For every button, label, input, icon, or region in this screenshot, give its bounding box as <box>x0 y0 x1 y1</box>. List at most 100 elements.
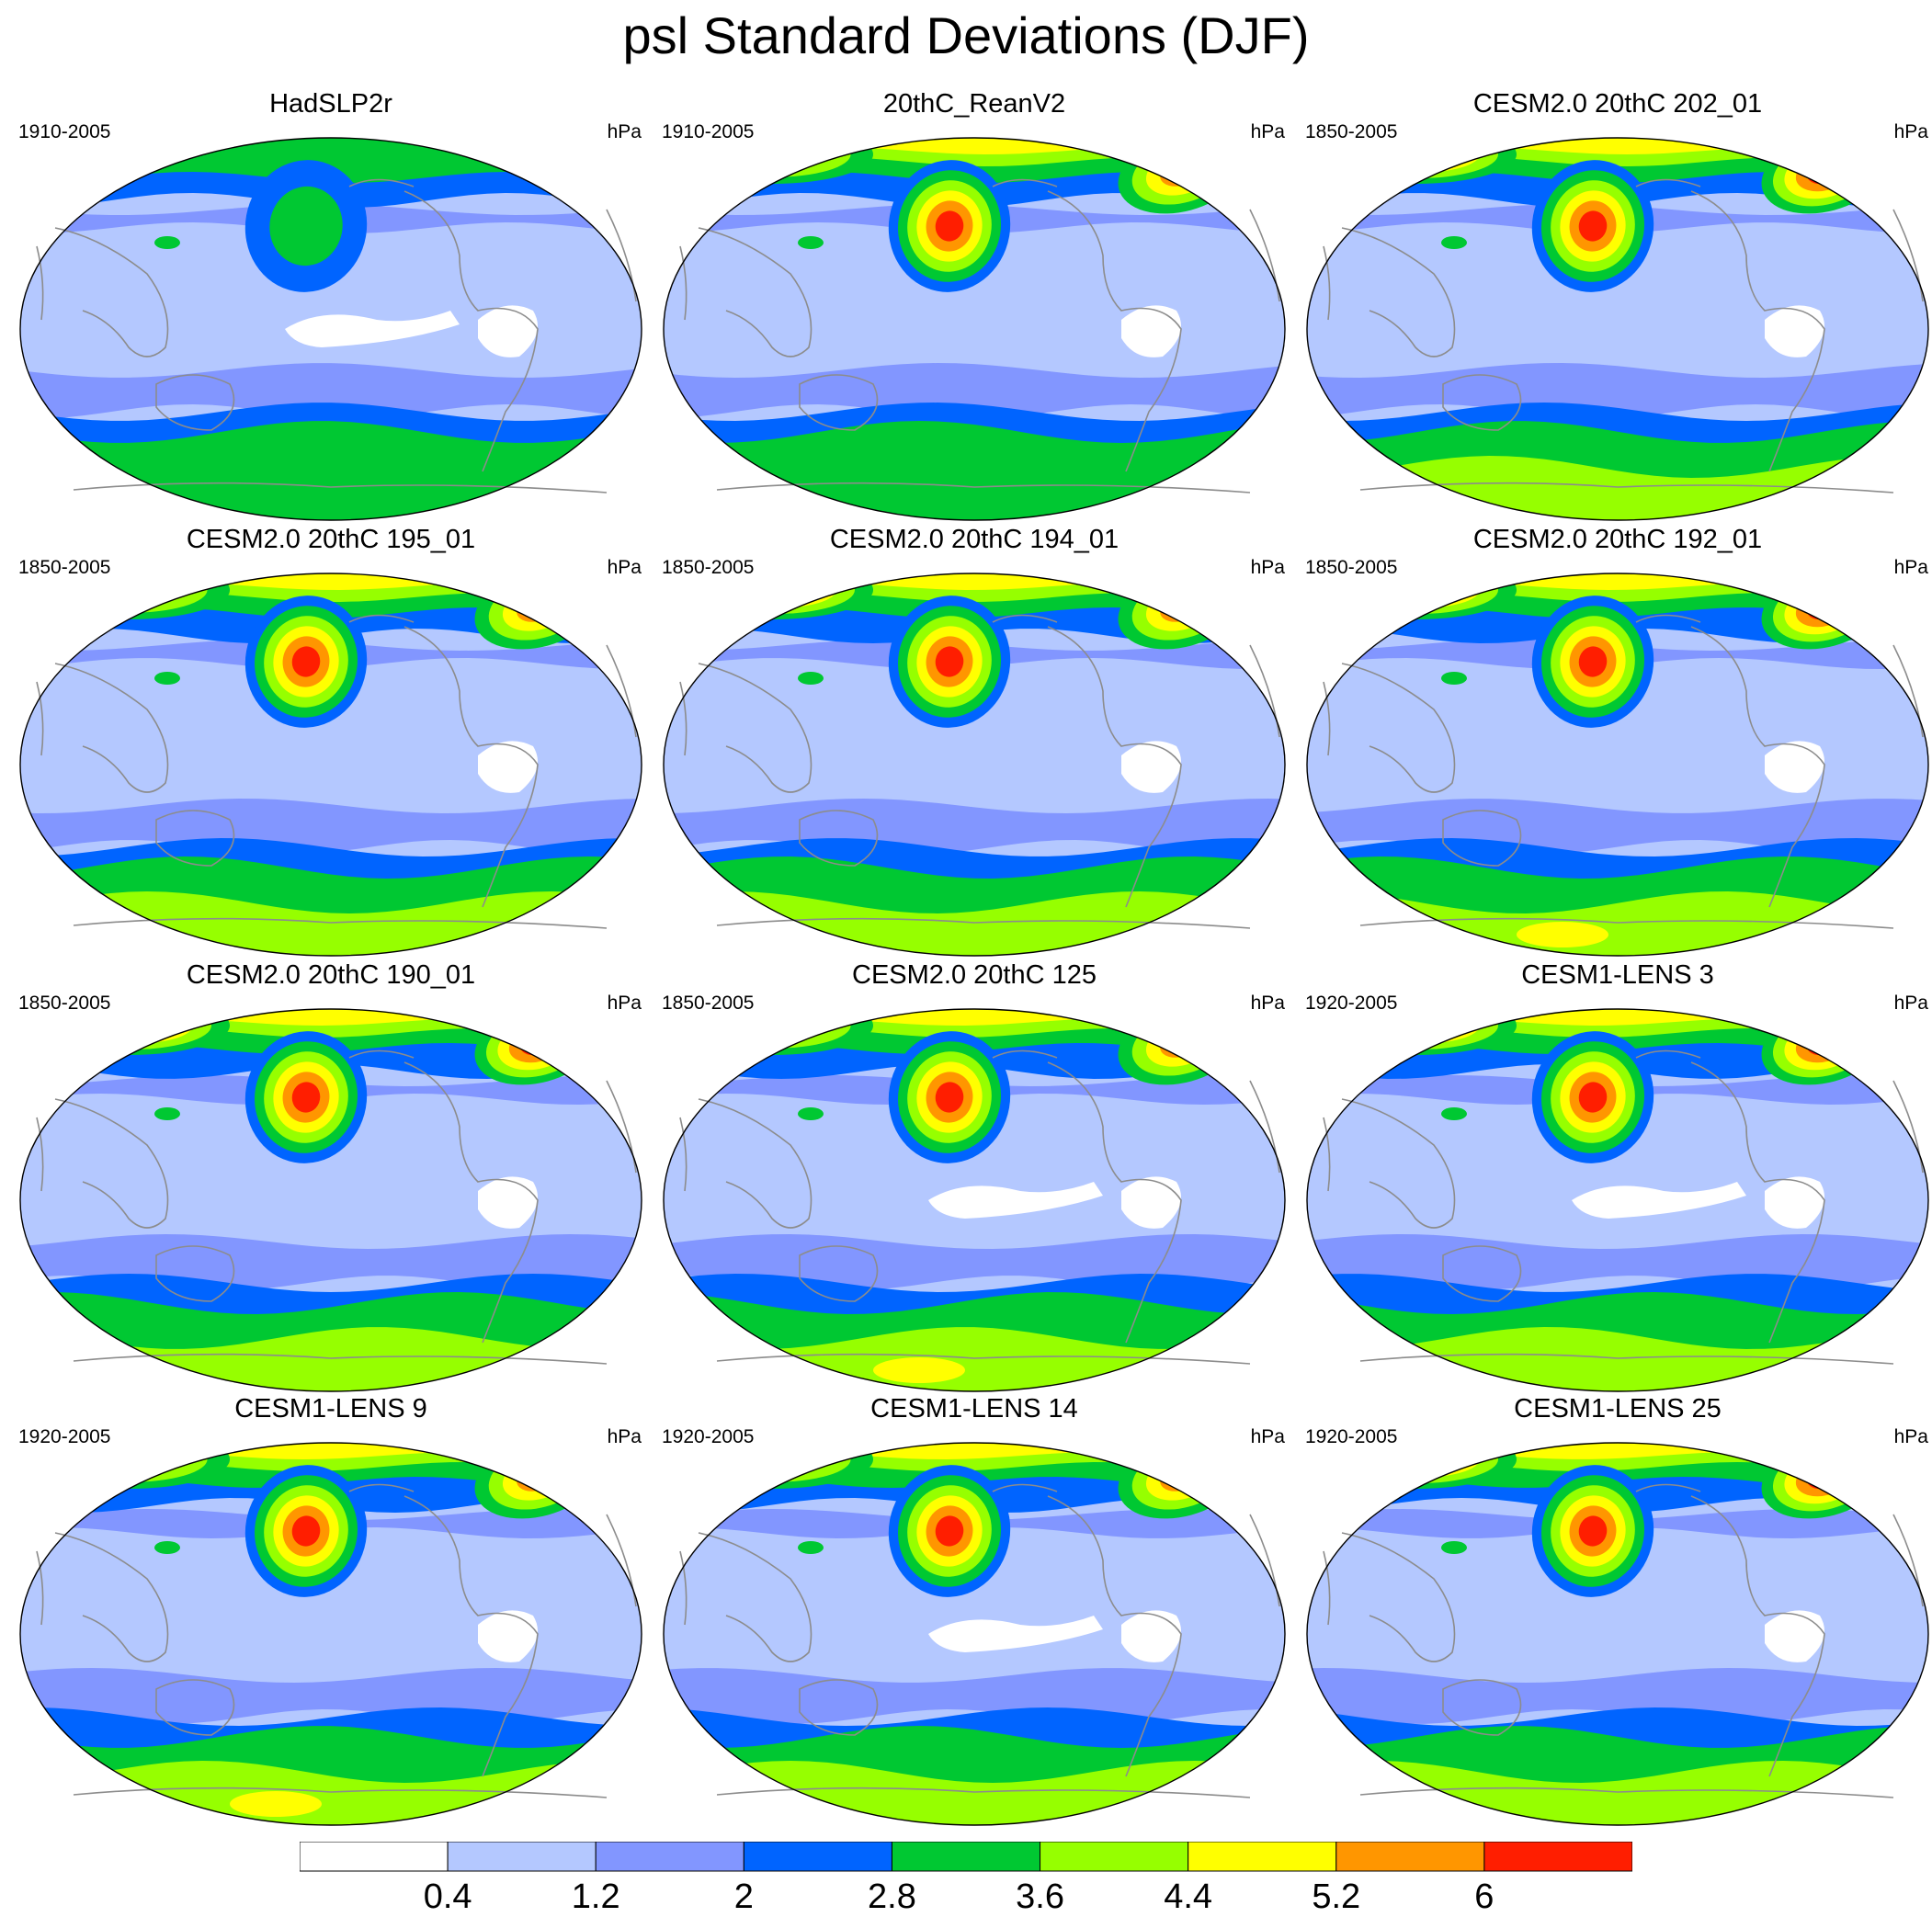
tibet-spot <box>798 672 824 685</box>
coast-africa-west <box>1323 1117 1331 1192</box>
coast-asia <box>54 1098 169 1229</box>
nh-high-lat-top <box>664 138 1285 154</box>
colorbar-swatch-6 <box>1188 1842 1337 1872</box>
siberia-max-level-6 <box>1351 138 1480 174</box>
panel-year-range: 1850-2005 <box>18 557 111 578</box>
panel-units: hPa <box>1893 1426 1928 1447</box>
aleutian-max-level-8 <box>291 1082 321 1113</box>
coast-africa-west <box>679 681 688 756</box>
coast-asia <box>1341 227 1456 357</box>
panel-year-range: 1850-2005 <box>662 993 755 1014</box>
coast-asia <box>1341 663 1456 793</box>
white-tropics-south-america <box>1765 305 1824 357</box>
map-panel: CESM1-LENS 14 1920-2005 hPa <box>653 1393 1296 1831</box>
coast-antarctica <box>1359 917 1894 929</box>
coastlines <box>36 178 637 493</box>
nh-high-lat-top <box>20 1443 642 1459</box>
coastlines <box>679 614 1280 929</box>
coastlines <box>36 614 637 929</box>
coast-australia <box>155 374 235 431</box>
robinson-map <box>1306 573 1929 957</box>
panel-year-range: 1920-2005 <box>1305 1426 1398 1447</box>
coast-asia <box>1341 1098 1456 1229</box>
siberia-max-level-8 <box>1388 582 1443 598</box>
nh-high-lat-top <box>1307 1009 1928 1026</box>
nh-high-lat-top <box>1307 1443 1928 1459</box>
tibet-spot <box>1441 1107 1467 1120</box>
coast-australia <box>1442 1679 1522 1736</box>
coast-africa-east <box>606 1080 637 1174</box>
aleutian-max-level-4 <box>269 186 343 267</box>
sh-subtropic-band <box>664 363 1285 419</box>
siberia-max-level-8 <box>1388 146 1443 163</box>
aleutian-max-level-8 <box>1578 210 1608 242</box>
antarctic-band <box>664 891 1285 956</box>
white-tropics-south-america <box>1765 1176 1824 1229</box>
tibet-spot <box>1441 1541 1467 1554</box>
siberia-max-level-7 <box>1369 1446 1461 1473</box>
coast-africa-east <box>606 209 637 302</box>
siberia-max-level-7 <box>83 1012 175 1039</box>
siberia-max-level-7 <box>1369 1012 1461 1039</box>
coast-alaska <box>992 1483 1058 1492</box>
coast-africa-east <box>1892 209 1924 302</box>
antarctic-band <box>1307 891 1928 956</box>
coast-alaska <box>348 1483 415 1492</box>
panel-title: HadSLP2r <box>269 89 392 119</box>
map-panel: CESM2.0 20thC 192_01 1850-2005 hPa <box>1296 524 1932 961</box>
coast-americas <box>403 1061 539 1344</box>
siberia-max-level-8 <box>101 1017 156 1034</box>
coastlines <box>679 1049 1280 1365</box>
coastlines <box>1323 1049 1924 1365</box>
coast-antarctica <box>1359 1353 1894 1365</box>
tibet-spot <box>154 1107 180 1120</box>
colorbar-swatch-5 <box>1040 1842 1189 1872</box>
antarctic-peak-level-6 <box>873 1357 965 1383</box>
coast-alaska <box>1635 1049 1701 1059</box>
coast-americas <box>1690 1495 1825 1777</box>
sh-subtropic-band <box>20 1668 642 1724</box>
white-tropics-south-america <box>1121 1610 1181 1662</box>
coastlines <box>1323 178 1924 493</box>
aleutian-max-level-8 <box>1578 646 1608 677</box>
map-outline <box>1306 1008 1929 1392</box>
panel-title: CESM1-LENS 25 <box>1514 1394 1722 1424</box>
nh-high-lat-top <box>1307 138 1928 154</box>
antarctic-band <box>664 1761 1285 1825</box>
coast-africa-east <box>1249 1514 1280 1607</box>
coast-americas <box>1690 626 1825 908</box>
panel-year-range: 1850-2005 <box>18 993 111 1014</box>
coast-americas <box>1047 626 1182 908</box>
siberia-max-level-7 <box>1369 141 1461 168</box>
nh-high-lat-top <box>664 573 1285 590</box>
antarctic-band <box>1307 1327 1928 1391</box>
tibet-spot <box>1441 672 1467 685</box>
colorbar-tick-label: 3.6 <box>1016 1877 1064 1916</box>
robinson-map <box>663 573 1286 957</box>
coast-australia <box>1442 810 1522 867</box>
map-panel: CESM1-LENS 25 1920-2005 hPa <box>1296 1393 1932 1831</box>
colorbar-swatch-4 <box>891 1842 1041 1872</box>
panel-title: CESM2.0 20thC 192_01 <box>1472 525 1763 554</box>
white-tropics-south-america <box>1765 741 1824 793</box>
sh-subtropic-band <box>20 363 642 419</box>
panel-title: CESM1-LENS 9 <box>234 1394 427 1424</box>
nh-high-lat-top <box>1307 573 1928 590</box>
coast-asia <box>1341 1532 1456 1662</box>
coast-antarctica <box>1359 1787 1894 1798</box>
tibet-spot <box>798 1107 824 1120</box>
coast-americas <box>403 626 539 908</box>
map-outline <box>1306 1442 1929 1826</box>
panel-year-range: 1920-2005 <box>18 1426 111 1447</box>
tibet-spot <box>798 236 824 249</box>
colorbar-tick-label: 2 <box>733 1877 754 1916</box>
panel-units: hPa <box>607 993 642 1014</box>
coast-africa-east <box>606 1514 637 1607</box>
nh-high-lat-top <box>664 1443 1285 1459</box>
siberia-max-level-8 <box>744 582 800 598</box>
colorbar-swatch-8 <box>1483 1842 1632 1872</box>
coast-antarctica <box>73 1787 608 1798</box>
map-outline <box>1306 137 1929 521</box>
panel-units: hPa <box>1893 557 1928 578</box>
siberia-max-level-6 <box>1351 1443 1480 1479</box>
